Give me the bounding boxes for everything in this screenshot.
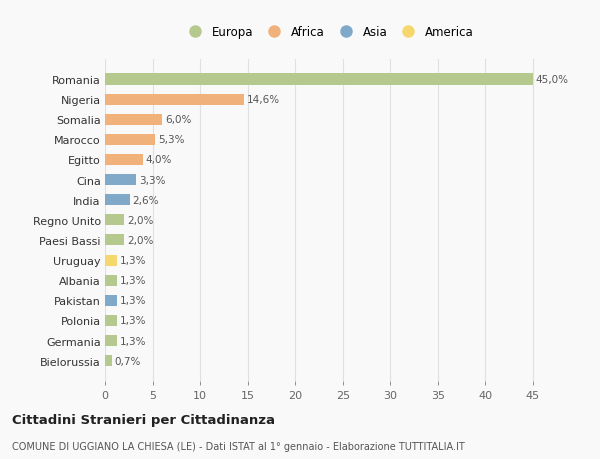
Bar (105, 335, 118, 346)
Text: 5,3%: 5,3% (158, 135, 185, 145)
Text: 1,3%: 1,3% (120, 336, 147, 346)
Bar (105, 295, 118, 306)
Bar (105, 174, 136, 186)
Text: 1,3%: 1,3% (120, 275, 147, 285)
Text: 6,0%: 6,0% (165, 115, 191, 125)
Bar (105, 95, 244, 106)
Text: COMUNE DI UGGIANO LA CHIESA (LE) - Dati ISTAT al 1° gennaio - Elaborazione TUTTI: COMUNE DI UGGIANO LA CHIESA (LE) - Dati … (12, 441, 465, 451)
Text: 45,0%: 45,0% (536, 75, 569, 85)
Text: 1,3%: 1,3% (120, 316, 147, 326)
Text: 2,6%: 2,6% (133, 195, 159, 205)
Bar (105, 134, 155, 146)
Text: 3,3%: 3,3% (139, 175, 166, 185)
Bar (105, 235, 124, 246)
Text: Cittadini Stranieri per Cittadinanza: Cittadini Stranieri per Cittadinanza (12, 413, 275, 426)
Bar (105, 215, 124, 226)
Bar (105, 114, 162, 125)
Bar (105, 315, 118, 326)
Bar (105, 275, 118, 286)
Bar (105, 195, 130, 206)
Bar (105, 355, 112, 366)
Legend: Europa, Africa, Asia, America: Europa, Africa, Asia, America (181, 24, 476, 41)
Bar (105, 155, 143, 166)
Text: 4,0%: 4,0% (146, 155, 172, 165)
Text: 0,7%: 0,7% (115, 356, 141, 366)
Text: 1,3%: 1,3% (120, 256, 147, 265)
Text: 2,0%: 2,0% (127, 235, 153, 246)
Bar (105, 74, 533, 85)
Text: 1,3%: 1,3% (120, 296, 147, 306)
Text: 14,6%: 14,6% (247, 95, 280, 105)
Bar (105, 255, 118, 266)
Text: 2,0%: 2,0% (127, 215, 153, 225)
